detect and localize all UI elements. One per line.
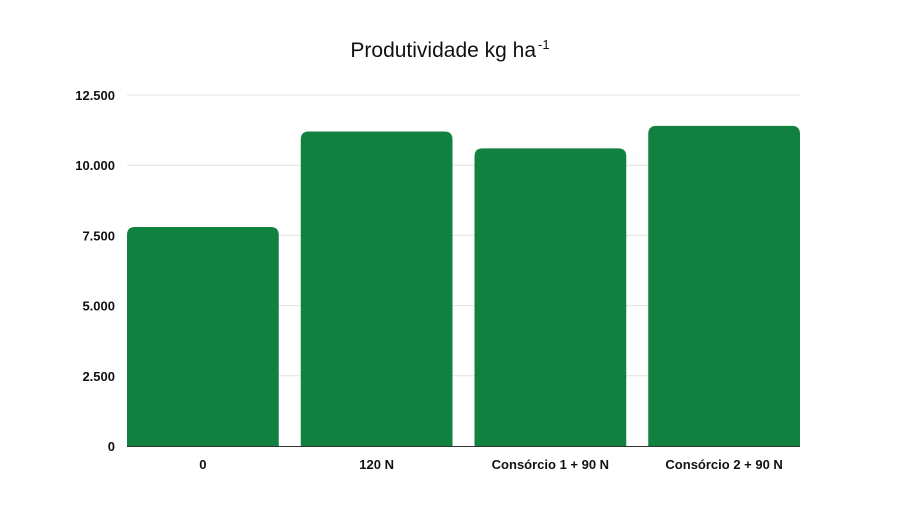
y-tick-label: 5.000 [82, 299, 115, 314]
y-tick-label: 0 [108, 439, 115, 454]
bar [648, 125, 800, 446]
x-tick-label: Consórcio 2 + 90 N [665, 457, 782, 472]
chart-title-superscript: -1 [538, 37, 550, 52]
x-tick-label: 120 N [359, 457, 394, 472]
y-tick-label: 7.500 [82, 228, 115, 243]
bar [474, 148, 627, 447]
x-axis-labels: 0 120 N Consórcio 1 + 90 N Consórcio 2 + 90… [199, 457, 783, 472]
y-tick-label: 2.500 [82, 369, 115, 384]
bar [300, 131, 453, 446]
x-tick-label: 0 [199, 457, 206, 472]
y-tick-label: 12.500 [75, 88, 115, 103]
bar [127, 226, 279, 446]
chart-title: Produtividade kg ha -1 [350, 37, 549, 62]
bars [127, 125, 800, 447]
chart-title-main: Produtividade kg ha [350, 39, 536, 62]
x-tick-label: Consórcio 1 + 90 N [492, 457, 609, 472]
y-axis-ticks: 0 2.500 5.000 7.500 10.000 12.500 [75, 88, 115, 454]
y-tick-label: 10.000 [75, 158, 115, 173]
